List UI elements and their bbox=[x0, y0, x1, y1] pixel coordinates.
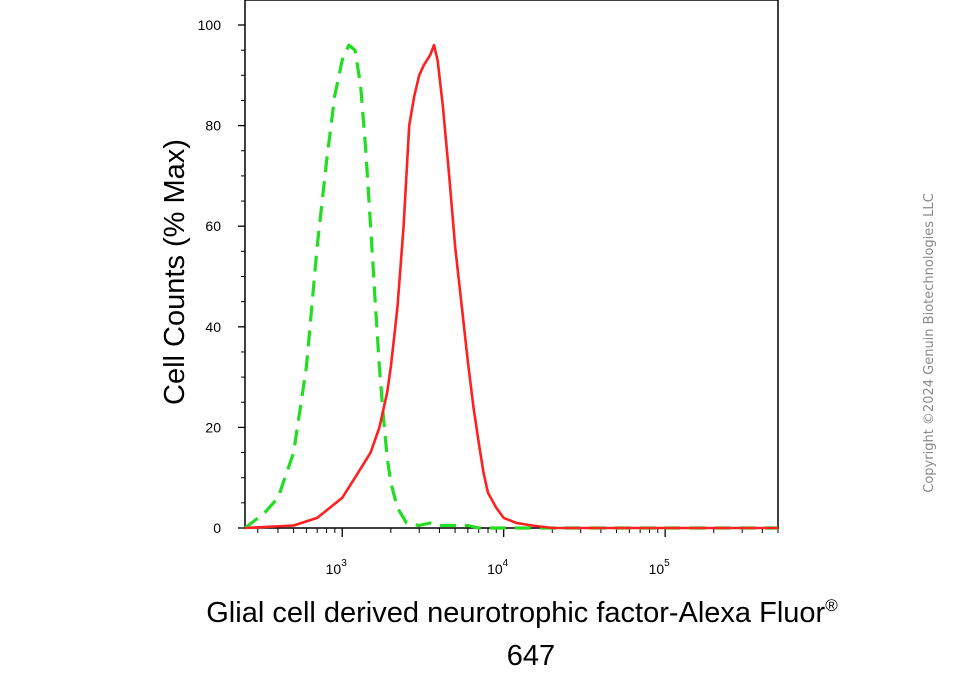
x-axis-ticks: 103 104 105 bbox=[257, 528, 779, 577]
x-axis-title-line-2: 647 bbox=[507, 640, 555, 672]
x-tick-label: 105 bbox=[649, 558, 671, 577]
y-axis-ticks: 0 20 40 60 80 100 bbox=[198, 17, 245, 536]
copyright-watermark: Copyright ©2024 Genuin Biotechnologies L… bbox=[922, 193, 937, 492]
stained-histogram-line bbox=[244, 43, 778, 530]
control-histogram-line bbox=[244, 43, 778, 530]
x-axis-title-line-1: Glial cell derived neurotrophic factor-A… bbox=[206, 597, 825, 629]
x-tick-label: 104 bbox=[487, 558, 509, 577]
x-tick-exponent: 5 bbox=[664, 558, 670, 569]
x-tick-exponent: 3 bbox=[341, 558, 347, 569]
y-axis-title: Cell Counts (% Max) bbox=[159, 139, 191, 405]
y-tick-label: 0 bbox=[213, 520, 221, 536]
series-layer bbox=[244, 43, 778, 530]
y-tick-label: 80 bbox=[205, 118, 221, 134]
y-tick-label: 20 bbox=[205, 419, 221, 435]
registered-mark: ® bbox=[825, 596, 838, 615]
y-tick-label: 60 bbox=[205, 218, 221, 234]
x-tick-label: 103 bbox=[326, 558, 348, 577]
x-tick-base: 10 bbox=[487, 561, 503, 577]
x-tick-exponent: 4 bbox=[503, 558, 509, 569]
x-tick-base: 10 bbox=[649, 561, 665, 577]
y-tick-label: 100 bbox=[198, 17, 222, 33]
x-tick-base: 10 bbox=[326, 561, 342, 577]
y-tick-label: 40 bbox=[205, 319, 221, 335]
plot-frame bbox=[244, 0, 779, 529]
x-axis-title: Glial cell derived neurotrophic factor-A… bbox=[206, 596, 838, 629]
